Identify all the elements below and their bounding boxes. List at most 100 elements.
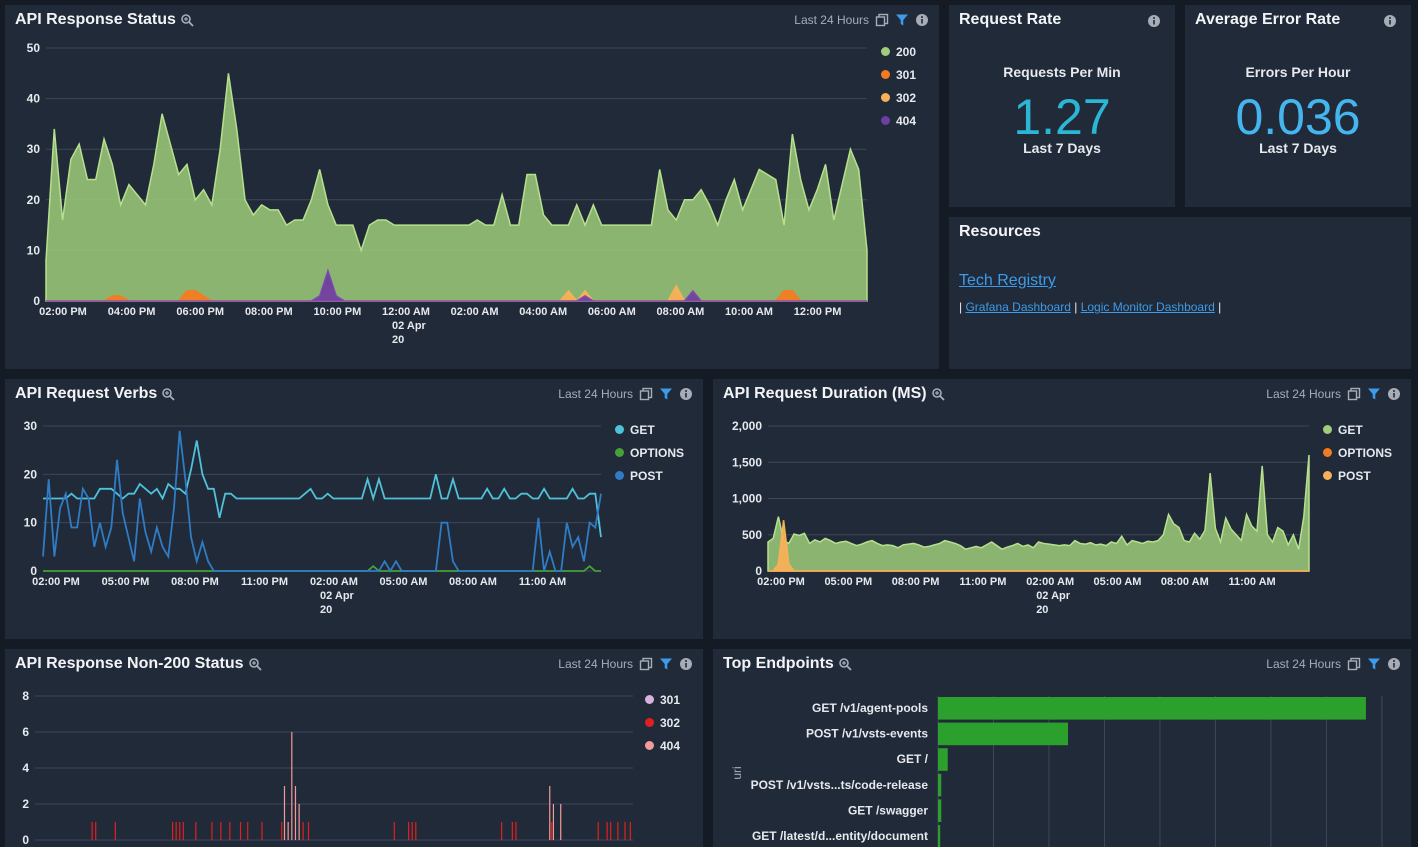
time-range-label: Last 24 Hours <box>558 387 633 401</box>
grafana-dashboard-link[interactable]: Grafana Dashboard <box>965 300 1071 314</box>
panel-title-text: Top Endpoints <box>723 655 834 672</box>
chart-api-request-duration: 0 500 1,000 1,500 2,000 02:00 PM 05:00 PM 08:00… <box>732 419 1310 616</box>
legend-item[interactable]: 301 <box>645 688 680 711</box>
legend-item[interactable]: POST <box>615 464 684 487</box>
x-tick-label: 04:00 PM <box>108 306 156 318</box>
bar-302 <box>182 822 184 840</box>
bar <box>938 748 948 771</box>
panel-resources: Resources Tech Registry | Grafana Dashbo… <box>949 217 1411 369</box>
bar-302 <box>411 822 413 840</box>
bar-302 <box>175 822 177 840</box>
bar-302 <box>302 822 304 840</box>
x-tick-line: 02 Apr <box>392 320 427 332</box>
legend-item[interactable]: OPTIONS <box>615 441 684 464</box>
y-tick-label: 0 <box>22 833 29 847</box>
legend-swatch <box>615 425 624 434</box>
panel-title: API Response Non-200 Status <box>15 655 262 673</box>
bar-302 <box>247 822 249 840</box>
y-tick-label: 0 <box>755 564 762 578</box>
bar-404 <box>298 804 300 840</box>
legend-label: OPTIONS <box>630 445 685 460</box>
legend-item[interactable]: GET <box>615 418 684 441</box>
time-range-label: Last 24 Hours <box>1266 387 1341 401</box>
category-label: GET / <box>897 752 929 766</box>
zoom-icon[interactable] <box>931 387 945 401</box>
chart-top-endpoints: uri GET /v1/agent-pools POST /v1/vsts-even… <box>730 696 1383 847</box>
bar-302 <box>281 822 283 840</box>
info-icon[interactable] <box>1383 14 1397 28</box>
panel-tools: Last 24 Hours <box>1266 657 1401 671</box>
x-tick-line: 20 <box>320 604 332 616</box>
copy-icon[interactable] <box>639 387 653 401</box>
zoom-icon[interactable] <box>838 657 852 671</box>
panel-title-text: API Request Duration (MS) <box>723 385 927 402</box>
filter-icon[interactable] <box>1367 387 1381 401</box>
category-label: GET /v1/agent-pools <box>812 701 928 715</box>
panel-title-text: API Request Verbs <box>15 385 158 402</box>
panel-tools: Last 24 Hours <box>558 657 693 671</box>
legend-item[interactable]: GET <box>1323 418 1392 441</box>
copy-icon[interactable] <box>1347 657 1361 671</box>
bar-302 <box>211 822 213 840</box>
filter-icon[interactable] <box>895 13 909 27</box>
logic-monitor-dashboard-link[interactable]: Logic Monitor Dashboard <box>1080 300 1215 314</box>
info-icon[interactable] <box>1387 657 1401 671</box>
tech-registry-link[interactable]: Tech Registry <box>959 272 1056 289</box>
legend-item[interactable]: 302 <box>645 711 680 734</box>
time-range-label: Last 24 Hours <box>1266 657 1341 671</box>
zoom-icon[interactable] <box>248 657 262 671</box>
zoom-icon[interactable] <box>180 13 194 27</box>
bar-302 <box>307 822 310 840</box>
legend-swatch <box>881 47 890 56</box>
legend-item[interactable]: POST <box>1323 464 1392 487</box>
legend-item[interactable]: 302 <box>881 86 916 109</box>
info-icon[interactable] <box>679 657 693 671</box>
y-tick-label: 50 <box>27 41 41 55</box>
legend-item[interactable]: 200 <box>881 40 916 63</box>
bar-302 <box>179 822 181 840</box>
legend-label: GET <box>1338 422 1363 437</box>
y-tick-label: 30 <box>27 142 41 156</box>
legend-item[interactable]: 404 <box>881 109 916 132</box>
copy-icon[interactable] <box>875 13 889 27</box>
series-get-line <box>43 440 602 538</box>
info-icon[interactable] <box>1147 14 1161 28</box>
x-tick-label: 02:00 PM <box>39 306 87 318</box>
info-icon[interactable] <box>679 387 693 401</box>
bar-302 <box>114 822 116 840</box>
legend-item[interactable]: 301 <box>881 63 916 86</box>
stat-subtitle: Last 7 Days <box>1259 140 1337 156</box>
bar-302 <box>95 822 97 840</box>
legend: 301 302 404 <box>645 688 680 757</box>
info-icon[interactable] <box>1387 387 1401 401</box>
x-tick-label: 05:00 PM <box>824 576 872 588</box>
x-tick-line: 11:00 PM <box>241 576 288 588</box>
panel-title: Request Rate <box>959 11 1062 28</box>
bar-404 <box>294 786 297 840</box>
x-tick-label: 08:00 AM <box>656 306 704 318</box>
zoom-icon[interactable] <box>161 387 175 401</box>
x-tick-label: 11:00 PM <box>241 576 288 588</box>
copy-icon[interactable] <box>1347 387 1361 401</box>
legend-item[interactable]: OPTIONS <box>1323 441 1392 464</box>
bar-302 <box>91 822 93 840</box>
series-200-area <box>45 73 868 302</box>
legend-swatch <box>881 70 890 79</box>
copy-icon[interactable] <box>639 657 653 671</box>
bar-302 <box>617 822 619 840</box>
legend-item[interactable]: 404 <box>645 734 680 757</box>
x-tick-label: 02:00 PM <box>32 576 80 588</box>
filter-icon[interactable] <box>1367 657 1381 671</box>
y-tick-label: 4 <box>22 761 29 775</box>
info-icon[interactable] <box>915 13 929 27</box>
panel-tools: Last 24 Hours <box>558 387 693 401</box>
x-tick-line: 08:00 AM <box>656 306 704 318</box>
bar-302 <box>629 822 631 840</box>
filter-icon[interactable] <box>659 657 673 671</box>
legend-label: 404 <box>660 738 681 753</box>
filter-icon[interactable] <box>659 387 673 401</box>
bar-404 <box>283 786 286 840</box>
bar-302 <box>408 822 410 840</box>
x-tick-line: 11:00 AM <box>1228 576 1275 588</box>
bar-302 <box>229 822 231 840</box>
